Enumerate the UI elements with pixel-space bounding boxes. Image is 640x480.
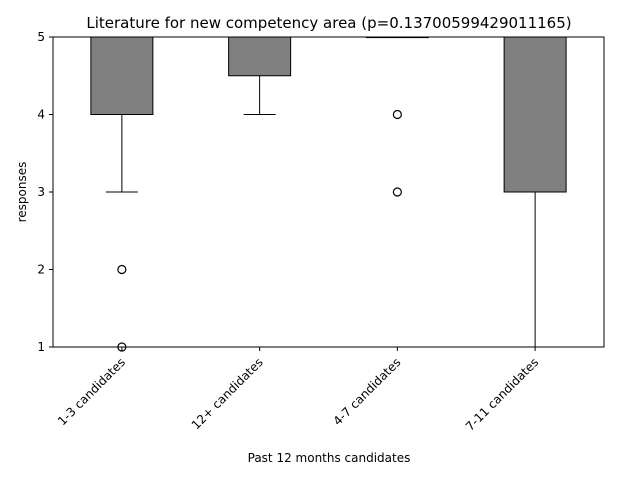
box-4 [503,36,567,193]
outlier-point [392,109,402,120]
x-tick-label: 7-11 candidates [463,355,541,433]
y-axis-label: responses [15,162,29,223]
outlier-point [392,187,402,197]
chart-title: Literature for new competency area (p=0.… [86,14,571,32]
outlier-point [117,264,127,275]
y-tick-label: 5 [37,30,45,44]
box-2 [228,36,292,77]
box-1 [90,36,154,115]
plot-area: 1 2 3 4 5 1-3 candidates 12+ candidates 4-7 can… [37,30,605,434]
y-tick-label: 4 [37,108,45,122]
y-tick-label: 1 [37,340,45,354]
y-tick-label: 2 [37,263,45,277]
y-tick-label: 3 [37,185,45,199]
x-axis-label: Past 12 months candidates [248,451,411,465]
x-tick-label: 1-3 candidates [55,355,128,428]
x-tick-label: 12+ candidates [189,355,266,432]
x-tick-label: 4-7 candidates [330,355,403,428]
